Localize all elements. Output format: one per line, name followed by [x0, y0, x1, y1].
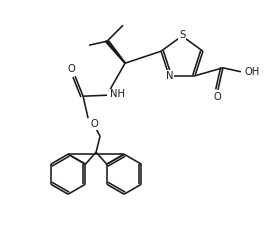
- Text: NH: NH: [110, 89, 124, 99]
- Text: S: S: [179, 30, 185, 40]
- Text: O: O: [213, 92, 221, 102]
- Polygon shape: [105, 41, 126, 63]
- Text: O: O: [90, 119, 98, 129]
- Text: O: O: [67, 64, 75, 74]
- Text: N: N: [166, 71, 174, 81]
- Text: OH: OH: [244, 67, 259, 77]
